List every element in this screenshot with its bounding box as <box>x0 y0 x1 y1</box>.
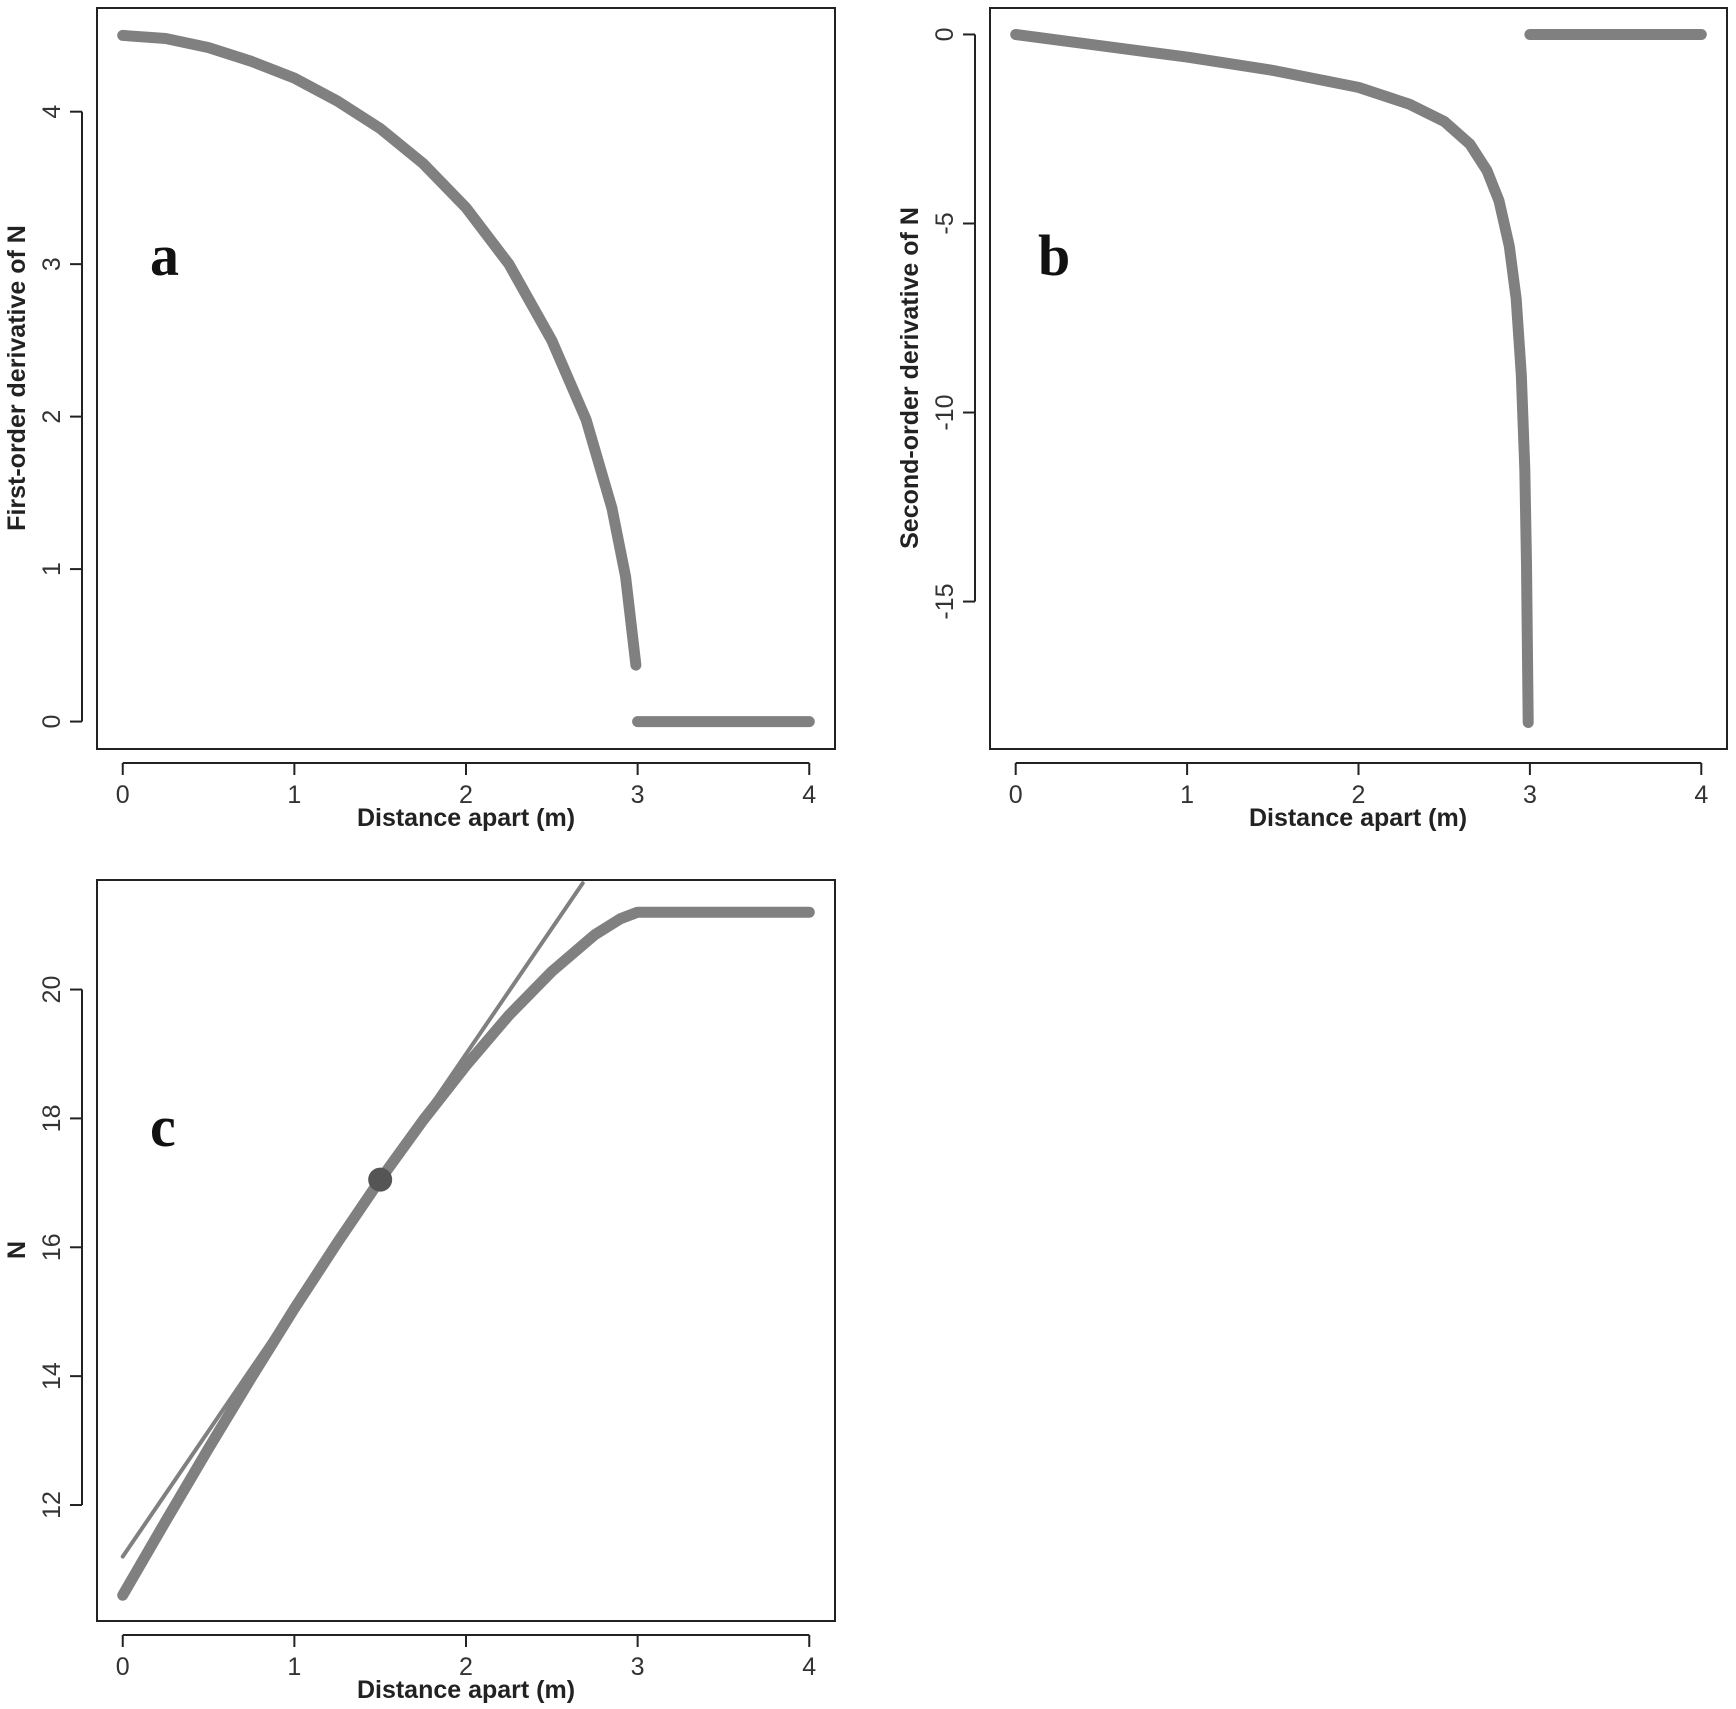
panel-c-x-ticks: 0 1 2 3 4 <box>116 1634 816 1681</box>
panel-a-x-axis-title: Distance apart (m) <box>357 804 575 832</box>
panel-b-x-tick-label: 0 <box>1009 781 1023 809</box>
panel-a-y-tick-label: 0 <box>38 715 66 729</box>
panel-a-x-tick-label: 1 <box>287 781 301 809</box>
panel-c-y-axis-title: N <box>3 1241 31 1259</box>
panel-b-x-ticks: 0 1 2 3 4 <box>1009 762 1708 809</box>
panel-b-frame <box>989 7 1728 750</box>
panel-b-series-line-1 <box>1010 29 1534 728</box>
panel-c-y-tick-label: 14 <box>38 1362 66 1390</box>
panel-c-y-tick-label: 18 <box>38 1105 66 1133</box>
panel-a-x-tick-label: 2 <box>459 781 473 809</box>
panel-c-y-tick-label: 12 <box>38 1491 66 1519</box>
panel-b-x-tick-label: 2 <box>1352 781 1366 809</box>
panel-a: 0 1 2 3 4 0 1 2 3 4 Distance apart (m) First-ord… <box>3 7 836 832</box>
panel-a-x-ticks: 0 1 2 3 4 <box>116 762 816 809</box>
panel-c-x-tick-label: 2 <box>459 1653 473 1681</box>
panel-b-y-tick-label: 0 <box>931 28 959 42</box>
panel-b-y-tick-label: -10 <box>931 394 959 430</box>
panel-b-x-axis-title: Distance apart (m) <box>1249 804 1467 832</box>
panel-a-x-tick-label: 0 <box>116 781 130 809</box>
panel-a-y-axis-title: First-order derivative of N <box>3 225 31 531</box>
panel-a-series <box>117 29 815 728</box>
panel-c-frame <box>96 879 836 1622</box>
panel-c-y-tick-label: 16 <box>38 1233 66 1261</box>
panel-b: 0 1 2 3 4 0 -5 -10 -15 Distance apart (m) Secon… <box>896 7 1728 832</box>
panel-c-x-tick-label: 1 <box>287 1653 301 1681</box>
panel-c-x-tick-label: 0 <box>116 1653 130 1681</box>
panel-c-x-axis-title: Distance apart (m) <box>357 1676 575 1704</box>
panel-b-y-tick-label: -15 <box>931 583 959 619</box>
panel-a-series-line-1 <box>117 29 642 671</box>
panel-a-x-tick-label: 3 <box>631 781 645 809</box>
panel-a-y-tick-label: 1 <box>38 562 66 576</box>
panel-c-series-line-1 <box>117 906 815 1601</box>
panel-b-x-tick-label: 4 <box>1694 781 1708 809</box>
panel-c-y-tick-label: 20 <box>38 976 66 1004</box>
panel-c-inflection-point <box>368 1167 393 1192</box>
panel-b-letter: b <box>1038 223 1070 288</box>
panel-b-y-tick-label: -5 <box>931 212 959 234</box>
panel-a-frame <box>96 7 836 750</box>
panel-c-series <box>117 881 815 1601</box>
panel-a-y-tick-label: 2 <box>38 410 66 424</box>
panel-b-x-tick-label: 3 <box>1523 781 1537 809</box>
panel-b-y-ticks: 0 -5 -10 -15 <box>931 28 976 620</box>
panel-b-series <box>1010 29 1707 728</box>
panel-a-y-ticks: 0 1 2 3 4 <box>38 105 83 729</box>
panel-c-y-ticks: 12 14 16 18 20 <box>38 976 83 1519</box>
panel-a-y-tick-label: 3 <box>38 257 66 271</box>
panel-c-letter: c <box>150 1094 176 1159</box>
panel-a-letter: a <box>150 223 179 288</box>
panel-b-y-axis-title: Second-order derivative of N <box>896 207 924 549</box>
panel-c-x-tick-label: 3 <box>631 1653 645 1681</box>
panel-c-x-tick-label: 4 <box>802 1653 816 1681</box>
panel-b-x-tick-label: 1 <box>1180 781 1194 809</box>
panel-a-y-tick-label: 4 <box>38 105 66 119</box>
panel-a-x-tick-label: 4 <box>802 781 816 809</box>
